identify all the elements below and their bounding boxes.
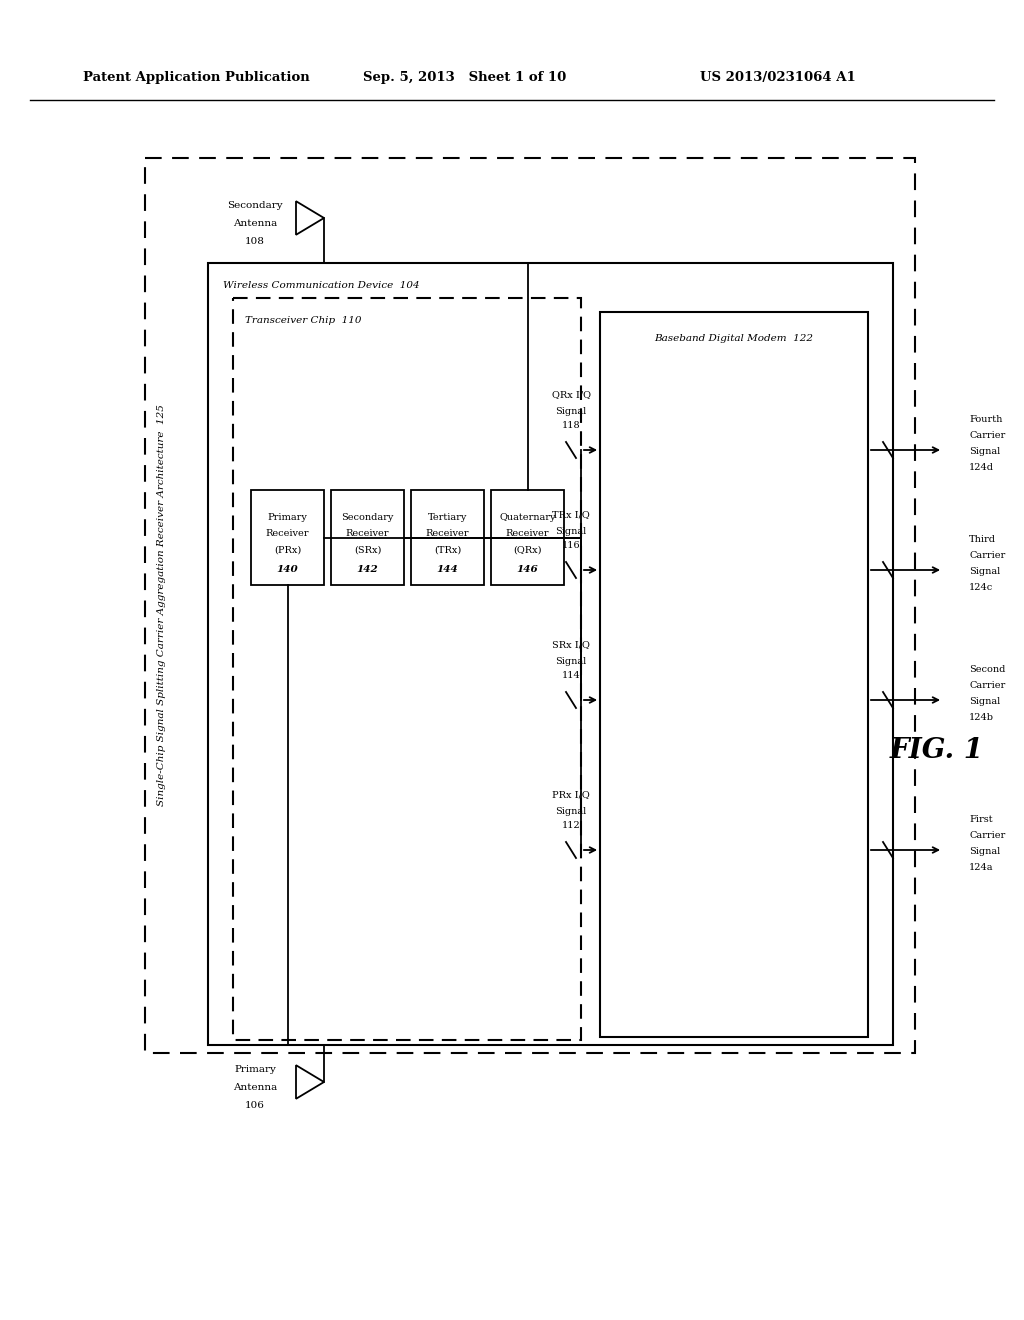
Text: Single-Chip Signal Splitting Carrier Aggregation Receiver Architecture  125: Single-Chip Signal Splitting Carrier Agg… (157, 404, 166, 807)
Text: Transceiver Chip  110: Transceiver Chip 110 (245, 315, 361, 325)
Text: 114: 114 (561, 671, 581, 680)
Text: 112: 112 (561, 821, 581, 829)
Text: Receiver: Receiver (266, 529, 309, 539)
Text: 124d: 124d (969, 463, 994, 473)
Text: Second: Second (969, 665, 1006, 675)
Text: Receiver: Receiver (346, 529, 389, 539)
Text: Third: Third (969, 536, 996, 544)
Text: Fourth: Fourth (969, 416, 1002, 425)
Text: Tertiary: Tertiary (428, 513, 467, 523)
Text: 108: 108 (245, 238, 265, 247)
Text: 106: 106 (245, 1101, 265, 1110)
Text: Secondary: Secondary (341, 513, 393, 523)
Text: (PRx): (PRx) (273, 545, 301, 554)
Bar (331, 490, 404, 585)
Text: Antenna: Antenna (232, 219, 278, 228)
Text: Signal: Signal (969, 447, 1000, 457)
Text: (SRx): (SRx) (354, 545, 381, 554)
Bar (208, 263, 893, 1045)
Text: 146: 146 (517, 565, 539, 574)
Text: Signal: Signal (969, 697, 1000, 706)
Text: Carrier: Carrier (969, 432, 1006, 441)
Text: Carrier: Carrier (969, 552, 1006, 561)
Text: Patent Application Publication: Patent Application Publication (83, 71, 309, 84)
Text: Carrier: Carrier (969, 832, 1006, 841)
Text: 124b: 124b (969, 714, 994, 722)
Text: Signal: Signal (555, 527, 587, 536)
Text: 118: 118 (562, 421, 581, 429)
Text: SRx I/Q: SRx I/Q (552, 640, 590, 649)
Text: Receiver: Receiver (506, 529, 549, 539)
Bar (145, 158, 915, 1053)
Text: 144: 144 (436, 565, 459, 574)
Text: Receiver: Receiver (426, 529, 469, 539)
Bar (251, 490, 324, 585)
Text: 124c: 124c (969, 583, 993, 593)
Text: 124a: 124a (969, 863, 993, 873)
Text: TRx I/Q: TRx I/Q (552, 511, 590, 520)
Text: Signal: Signal (969, 847, 1000, 857)
Text: Sep. 5, 2013   Sheet 1 of 10: Sep. 5, 2013 Sheet 1 of 10 (362, 71, 566, 84)
Bar (600, 312, 868, 1038)
Text: Signal: Signal (555, 656, 587, 665)
Text: (QRx): (QRx) (513, 545, 542, 554)
Text: QRx I/Q: QRx I/Q (552, 391, 591, 400)
Text: Signal: Signal (555, 807, 587, 816)
Bar (411, 490, 484, 585)
Text: Primary: Primary (267, 513, 307, 523)
Text: Quaternary: Quaternary (500, 513, 556, 523)
Text: Signal: Signal (969, 568, 1000, 577)
Text: (TRx): (TRx) (434, 545, 461, 554)
Text: Baseband Digital Modem  122: Baseband Digital Modem 122 (654, 334, 813, 343)
Text: Primary: Primary (234, 1065, 275, 1074)
Bar (490, 490, 564, 585)
Text: US 2013/0231064 A1: US 2013/0231064 A1 (700, 71, 856, 84)
Text: 142: 142 (356, 565, 379, 574)
Text: 116: 116 (562, 540, 581, 549)
Text: Antenna: Antenna (232, 1084, 278, 1093)
Text: FIG. 1: FIG. 1 (890, 737, 984, 763)
Text: Wireless Communication Device  104: Wireless Communication Device 104 (223, 281, 420, 290)
Text: Signal: Signal (555, 407, 587, 416)
Text: 140: 140 (276, 565, 298, 574)
Text: First: First (969, 816, 992, 825)
Text: Carrier: Carrier (969, 681, 1006, 690)
Text: Secondary: Secondary (227, 202, 283, 210)
Bar (233, 298, 581, 1040)
Text: PRx I/Q: PRx I/Q (552, 791, 590, 800)
